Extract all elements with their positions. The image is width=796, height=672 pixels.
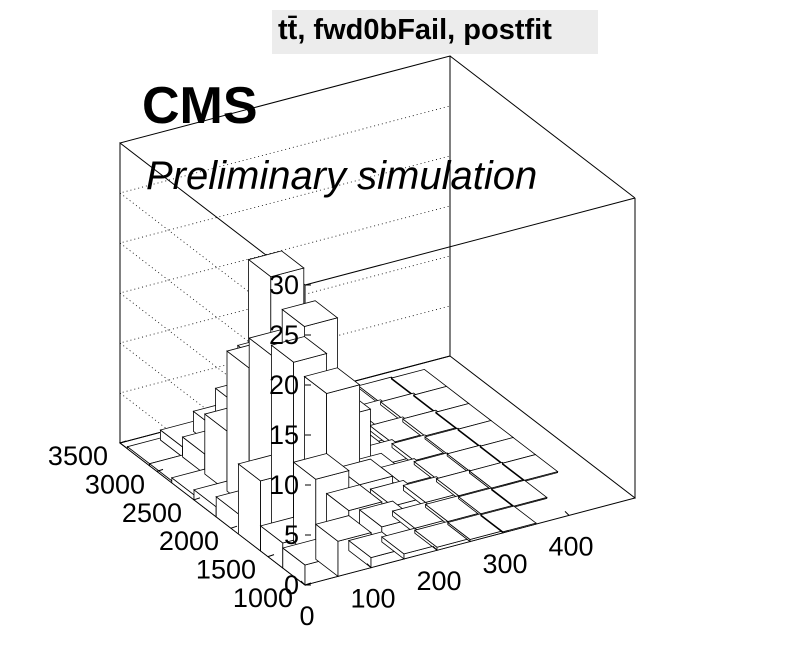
x-tick	[366, 563, 372, 568]
x-tick-label: 400	[548, 531, 593, 561]
bar	[380, 527, 438, 560]
plot-axes: 0510152025300100200300400100015002000250…	[48, 270, 594, 631]
bar-top	[457, 487, 515, 515]
bar	[413, 521, 471, 552]
z-tick-label: 25	[269, 320, 299, 350]
bar-top	[325, 484, 383, 512]
gridline	[119, 255, 451, 486]
y-tick	[156, 468, 164, 472]
z-tick-label: 10	[269, 470, 299, 500]
y-tick	[267, 554, 275, 558]
bar-top	[369, 479, 427, 507]
gridline	[119, 155, 451, 386]
z-tick-label: 15	[269, 420, 299, 450]
y-tick-label: 2000	[159, 526, 219, 556]
plot-grid	[119, 105, 451, 536]
bar-top	[391, 501, 449, 529]
y-tick	[304, 582, 312, 586]
gridline	[119, 305, 451, 536]
gridline	[119, 205, 451, 436]
bar-top	[424, 495, 482, 522]
y-tick	[193, 497, 201, 501]
x-tick	[564, 511, 570, 516]
x-tick-label: 100	[350, 584, 395, 614]
chart-title: tt̄, fwd0bFail, postfit	[278, 14, 552, 46]
bar-top	[479, 505, 537, 533]
bar-top	[402, 476, 460, 503]
x-tick-label: 300	[482, 549, 527, 579]
x-tick-label: 0	[299, 601, 314, 631]
z-tick-label: 0	[284, 570, 299, 600]
y-tick-label: 1000	[233, 583, 293, 613]
z-tick-label: 20	[269, 370, 299, 400]
y-tick-label: 3500	[48, 441, 108, 471]
bar-top	[314, 515, 372, 542]
plot-bars	[126, 250, 559, 586]
bar-top	[391, 434, 449, 462]
bar-top	[303, 367, 361, 394]
bar-top	[446, 513, 504, 540]
box-edge	[449, 55, 636, 199]
bar-top	[413, 521, 471, 548]
bar-top	[247, 250, 305, 278]
title-background	[272, 10, 598, 54]
bar-top	[501, 454, 559, 481]
bar-top	[347, 531, 405, 559]
box-edge	[304, 197, 636, 286]
bar	[446, 513, 504, 543]
bar-top	[281, 300, 339, 327]
bar	[347, 531, 405, 569]
y-tick-label: 2500	[122, 498, 182, 528]
x-tick	[432, 545, 438, 551]
bar-top	[292, 453, 350, 480]
z-tick-label: 30	[269, 270, 299, 300]
gridline	[119, 105, 451, 336]
z-tick-label: 5	[284, 520, 299, 550]
y-tick-label: 3000	[85, 469, 145, 499]
bar-top	[468, 461, 526, 489]
bar-top	[368, 416, 426, 444]
y-tick	[119, 440, 127, 444]
status-label: Preliminary simulation	[146, 154, 538, 198]
bar-top	[435, 469, 493, 497]
y-tick-label: 1500	[196, 555, 256, 585]
bar	[479, 505, 537, 534]
x-tick	[300, 580, 306, 586]
experiment-label: CMS	[142, 77, 258, 135]
x-tick	[498, 528, 504, 534]
x-tick-label: 200	[416, 566, 461, 596]
bar-top	[380, 527, 438, 555]
bar-top	[401, 409, 459, 437]
bar-top	[270, 336, 328, 363]
bar-top	[490, 479, 548, 507]
bar	[490, 479, 548, 508]
y-tick	[230, 525, 238, 529]
